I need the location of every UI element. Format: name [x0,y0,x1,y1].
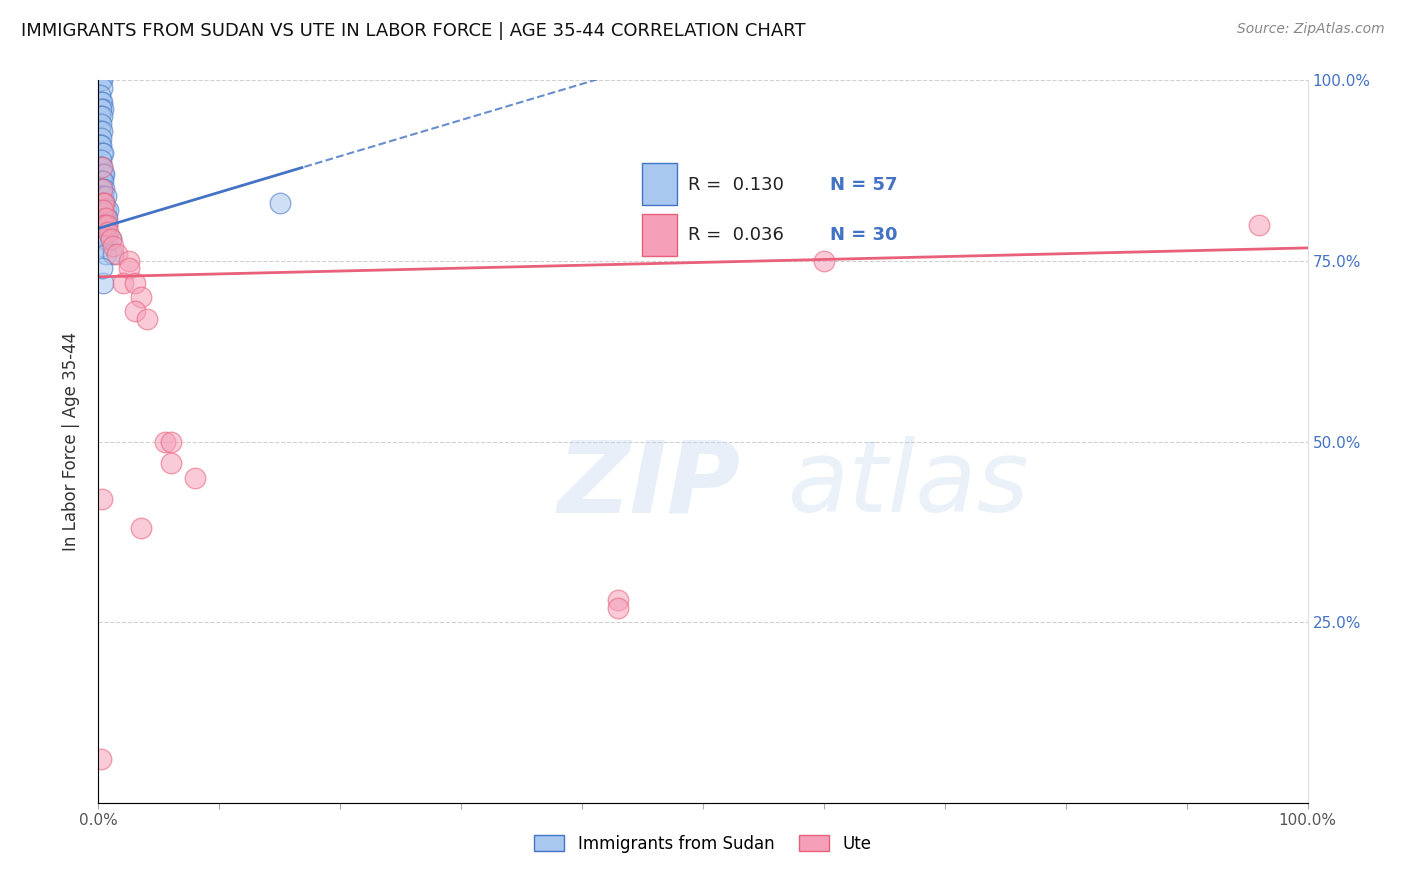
Point [100,232,122,246]
Legend: Immigrants from Sudan, Ute: Immigrants from Sudan, Ute [527,828,879,860]
Point [91,95,114,109]
Point [91,203,114,218]
Point [129,521,152,535]
Point [91,196,114,211]
Point [97,225,120,239]
Point [94,211,117,225]
Point [90,102,112,116]
Point [90,174,112,188]
Point [96,211,118,225]
Point [813,253,835,268]
Point [89,73,111,87]
Point [91,189,114,203]
Point [91,492,114,507]
Point [93,167,115,181]
Point [90,138,112,153]
Text: Source: ZipAtlas.com: Source: ZipAtlas.com [1237,22,1385,37]
Point [96,218,118,232]
Y-axis label: In Labor Force | Age 35-44: In Labor Force | Age 35-44 [62,332,80,551]
Point [91,102,114,116]
Point [89,87,111,102]
Point [91,80,114,95]
Point [94,189,117,203]
Text: IMMIGRANTS FROM SUDAN VS UTE IN LABOR FORCE | AGE 35-44 CORRELATION CHART: IMMIGRANTS FROM SUDAN VS UTE IN LABOR FO… [21,22,806,40]
Point [91,174,114,188]
Point [94,246,117,260]
Point [93,232,115,246]
Point [91,261,114,276]
Point [89,160,111,174]
Text: ZIP: ZIP [558,436,741,533]
Point [160,434,183,449]
Text: atlas: atlas [787,436,1029,533]
Point [89,182,111,196]
Point [100,232,122,246]
Point [93,211,115,225]
Point [90,117,112,131]
Point [93,196,115,211]
Point [94,225,117,239]
Point [96,232,118,246]
Point [118,253,141,268]
Point [153,434,176,449]
Point [97,203,120,218]
Point [90,95,112,109]
Point [91,174,114,188]
Text: R =  0.036: R = 0.036 [688,227,783,244]
Point [91,203,114,218]
Point [105,246,128,260]
Point [91,124,114,138]
Point [607,600,630,615]
Point [94,203,117,218]
Point [90,189,112,203]
Point [91,182,114,196]
FancyBboxPatch shape [641,214,678,256]
Point [91,145,114,160]
Point [91,276,114,290]
Point [89,138,111,153]
Text: N = 57: N = 57 [830,176,897,194]
Point [96,218,118,232]
Point [1249,218,1271,232]
Text: R =  0.130: R = 0.130 [688,176,783,194]
Point [90,203,112,218]
Point [90,153,112,167]
Point [90,131,112,145]
Text: N = 30: N = 30 [830,227,897,244]
Point [91,225,114,239]
Point [101,246,124,260]
Point [91,196,114,211]
Point [89,124,111,138]
Point [90,73,112,87]
Point [91,239,114,253]
Point [91,232,114,246]
Point [89,110,111,124]
Point [93,218,115,232]
Point [91,167,114,181]
Point [91,218,114,232]
Point [124,304,146,318]
Point [135,311,157,326]
Point [93,218,115,232]
Point [91,110,114,124]
Point [93,182,115,196]
Point [129,290,152,304]
Point [91,211,114,225]
Point [111,276,134,290]
Point [90,752,112,766]
FancyBboxPatch shape [641,163,678,204]
Point [118,261,141,276]
Point [91,160,114,174]
Point [160,456,183,470]
Point [93,196,115,211]
Point [269,196,291,211]
Point [91,145,114,160]
Point [607,593,630,607]
Point [91,73,114,87]
Point [91,160,114,174]
Point [91,182,114,196]
Point [124,276,146,290]
Point [101,239,124,253]
Point [184,470,207,484]
